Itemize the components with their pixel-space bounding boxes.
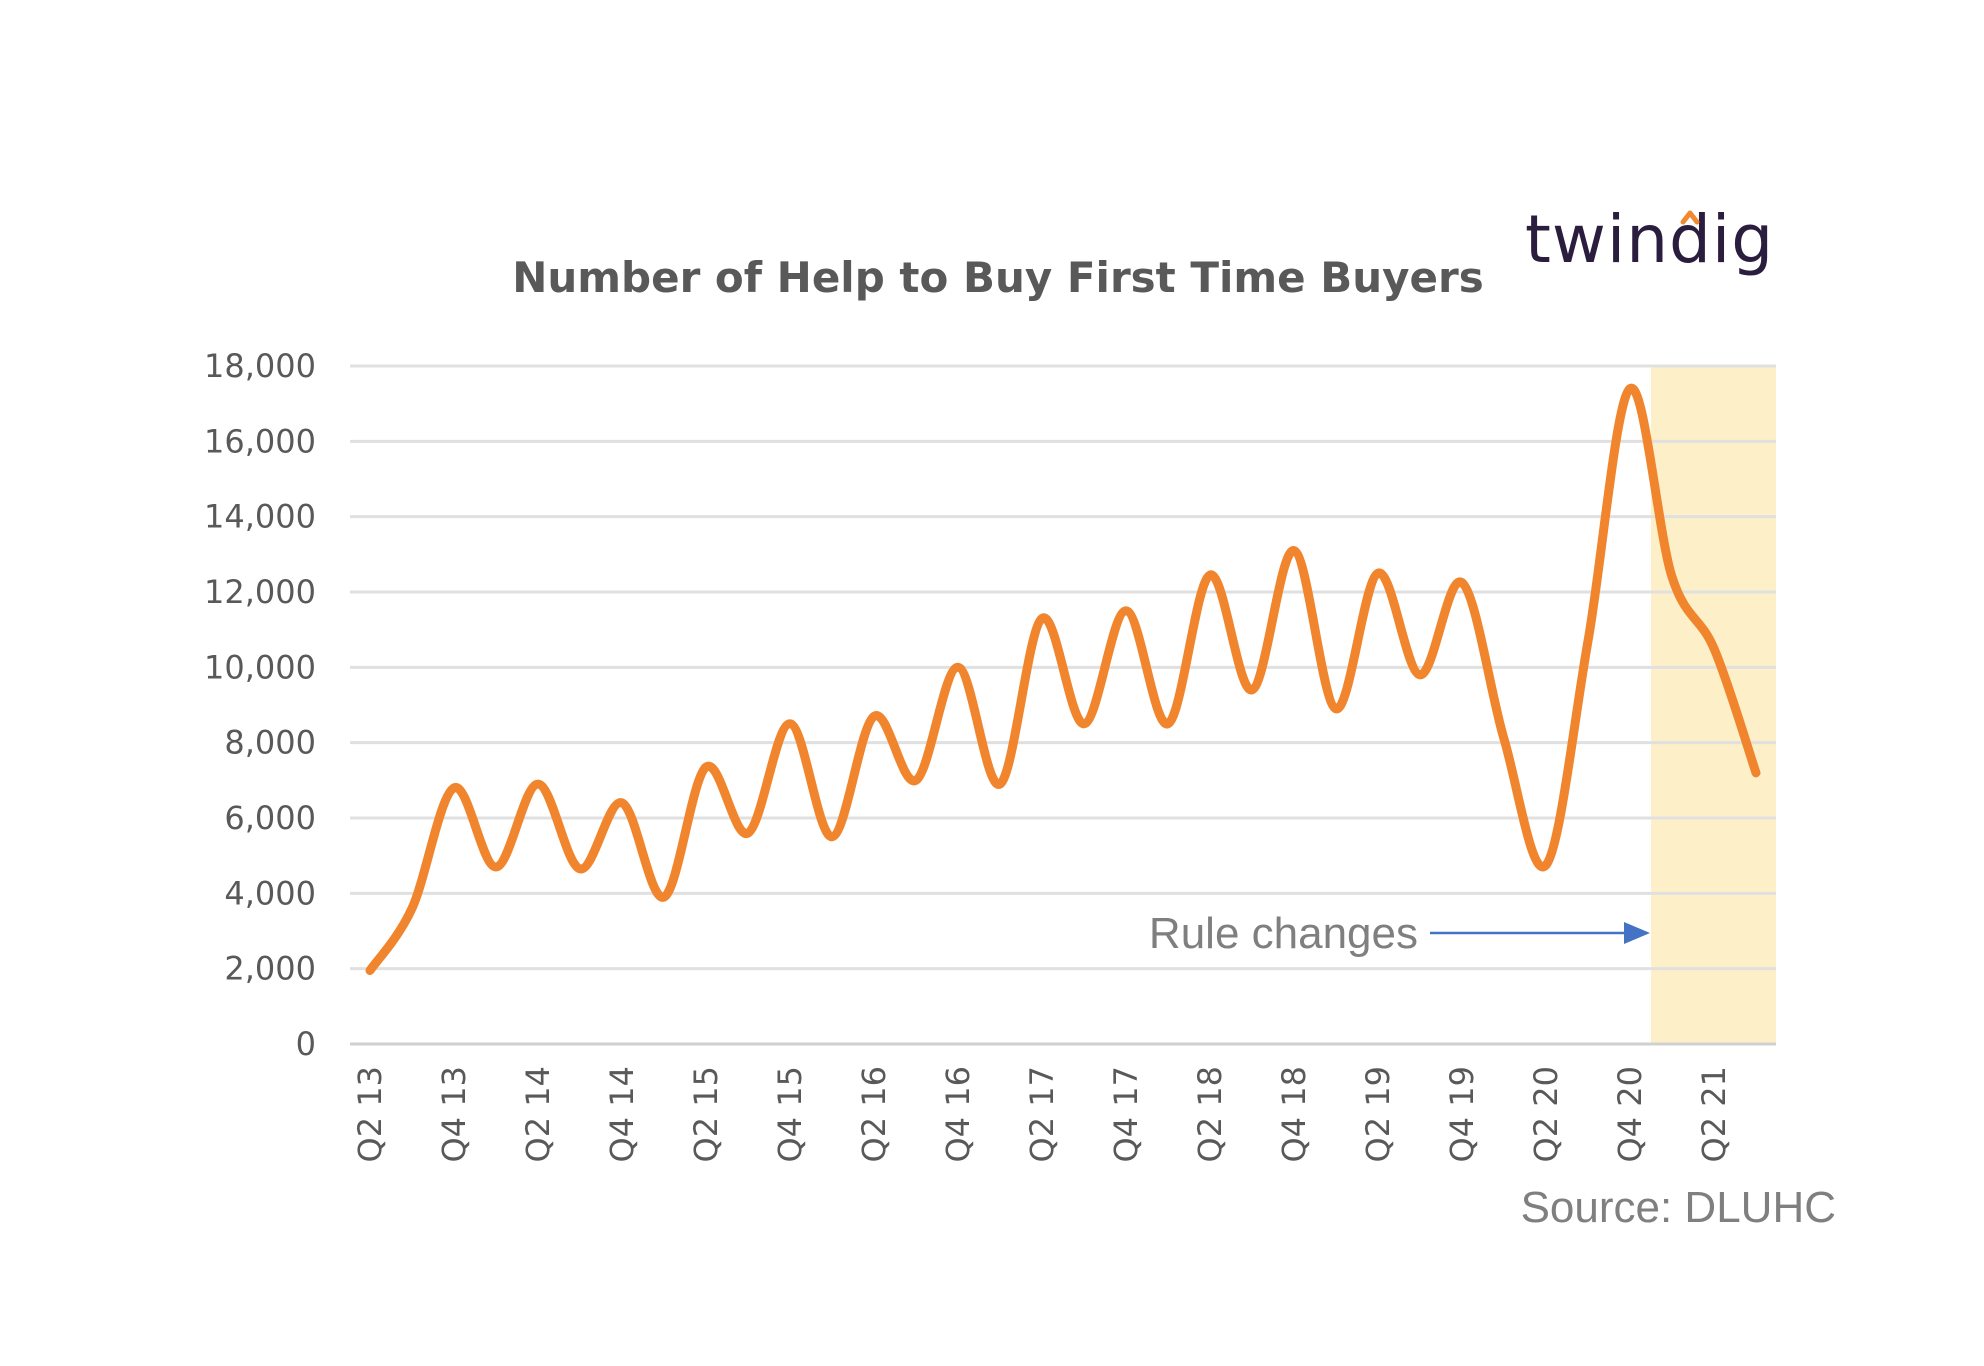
x-tick-label: Q2 21: [1695, 1066, 1733, 1162]
x-tick-label: Q2 20: [1527, 1066, 1565, 1162]
y-tick-label: 16,000: [204, 422, 316, 460]
x-tick-label: Q4 17: [1107, 1066, 1145, 1162]
highlight-region: [1651, 366, 1776, 1044]
x-tick-label: Q2 14: [519, 1066, 557, 1162]
x-axis-tick-labels: Q2 13 Q4 13 Q2 14 Q4 14 Q2 15 Q4 15 Q2 16 Q4 16…: [351, 1066, 1733, 1162]
twindig-logo: twindig: [1525, 201, 1774, 278]
annotation-rule-changes: Rule changes: [1149, 909, 1650, 958]
x-tick-label: Q2 16: [855, 1066, 893, 1162]
y-axis-tick-labels: 0 2,000 4,000 6,000 8,000 10,000 12,000 14,000 1…: [204, 347, 316, 1063]
y-tick-label: 8,000: [224, 724, 316, 762]
y-tick-label: 18,000: [204, 347, 316, 385]
series-layer: [365, 384, 1761, 975]
logo-caret-icon: [1680, 210, 1700, 225]
x-tick-label: Q4 20: [1611, 1066, 1649, 1162]
gridlines: [350, 364, 1776, 1046]
x-tick-label: Q4 15: [771, 1066, 809, 1162]
x-tick-label: Q2 19: [1359, 1066, 1397, 1162]
x-tick-label: Q4 18: [1275, 1066, 1313, 1162]
x-tick-label: Q4 14: [603, 1066, 641, 1162]
y-tick-label: 10,000: [204, 648, 316, 686]
logo-wordmark: twindig: [1525, 201, 1774, 278]
x-tick-label: Q2 13: [351, 1066, 389, 1162]
annotation-arrow-head: [1624, 922, 1650, 944]
chart-title: Number of Help to Buy First Time Buyers: [512, 253, 1484, 302]
y-tick-label: 2,000: [224, 950, 316, 988]
highlight-region-layer: [1651, 366, 1776, 1044]
y-tick-label: 12,000: [204, 573, 316, 611]
y-tick-label: 4,000: [224, 874, 316, 912]
series-line: [365, 384, 1761, 975]
source-note: Source: DLUHC: [1521, 1183, 1836, 1232]
y-tick-label: 0: [296, 1025, 316, 1063]
y-tick-label: 14,000: [204, 498, 316, 536]
x-tick-label: Q4 19: [1443, 1066, 1481, 1162]
x-tick-label: Q4 16: [939, 1066, 977, 1162]
annotation-label: Rule changes: [1149, 909, 1418, 958]
x-tick-label: Q2 15: [687, 1066, 725, 1162]
x-tick-label: Q4 13: [435, 1066, 473, 1162]
y-tick-label: 6,000: [224, 799, 316, 837]
x-tick-label: Q2 17: [1023, 1066, 1061, 1162]
x-tick-label: Q2 18: [1191, 1066, 1229, 1162]
